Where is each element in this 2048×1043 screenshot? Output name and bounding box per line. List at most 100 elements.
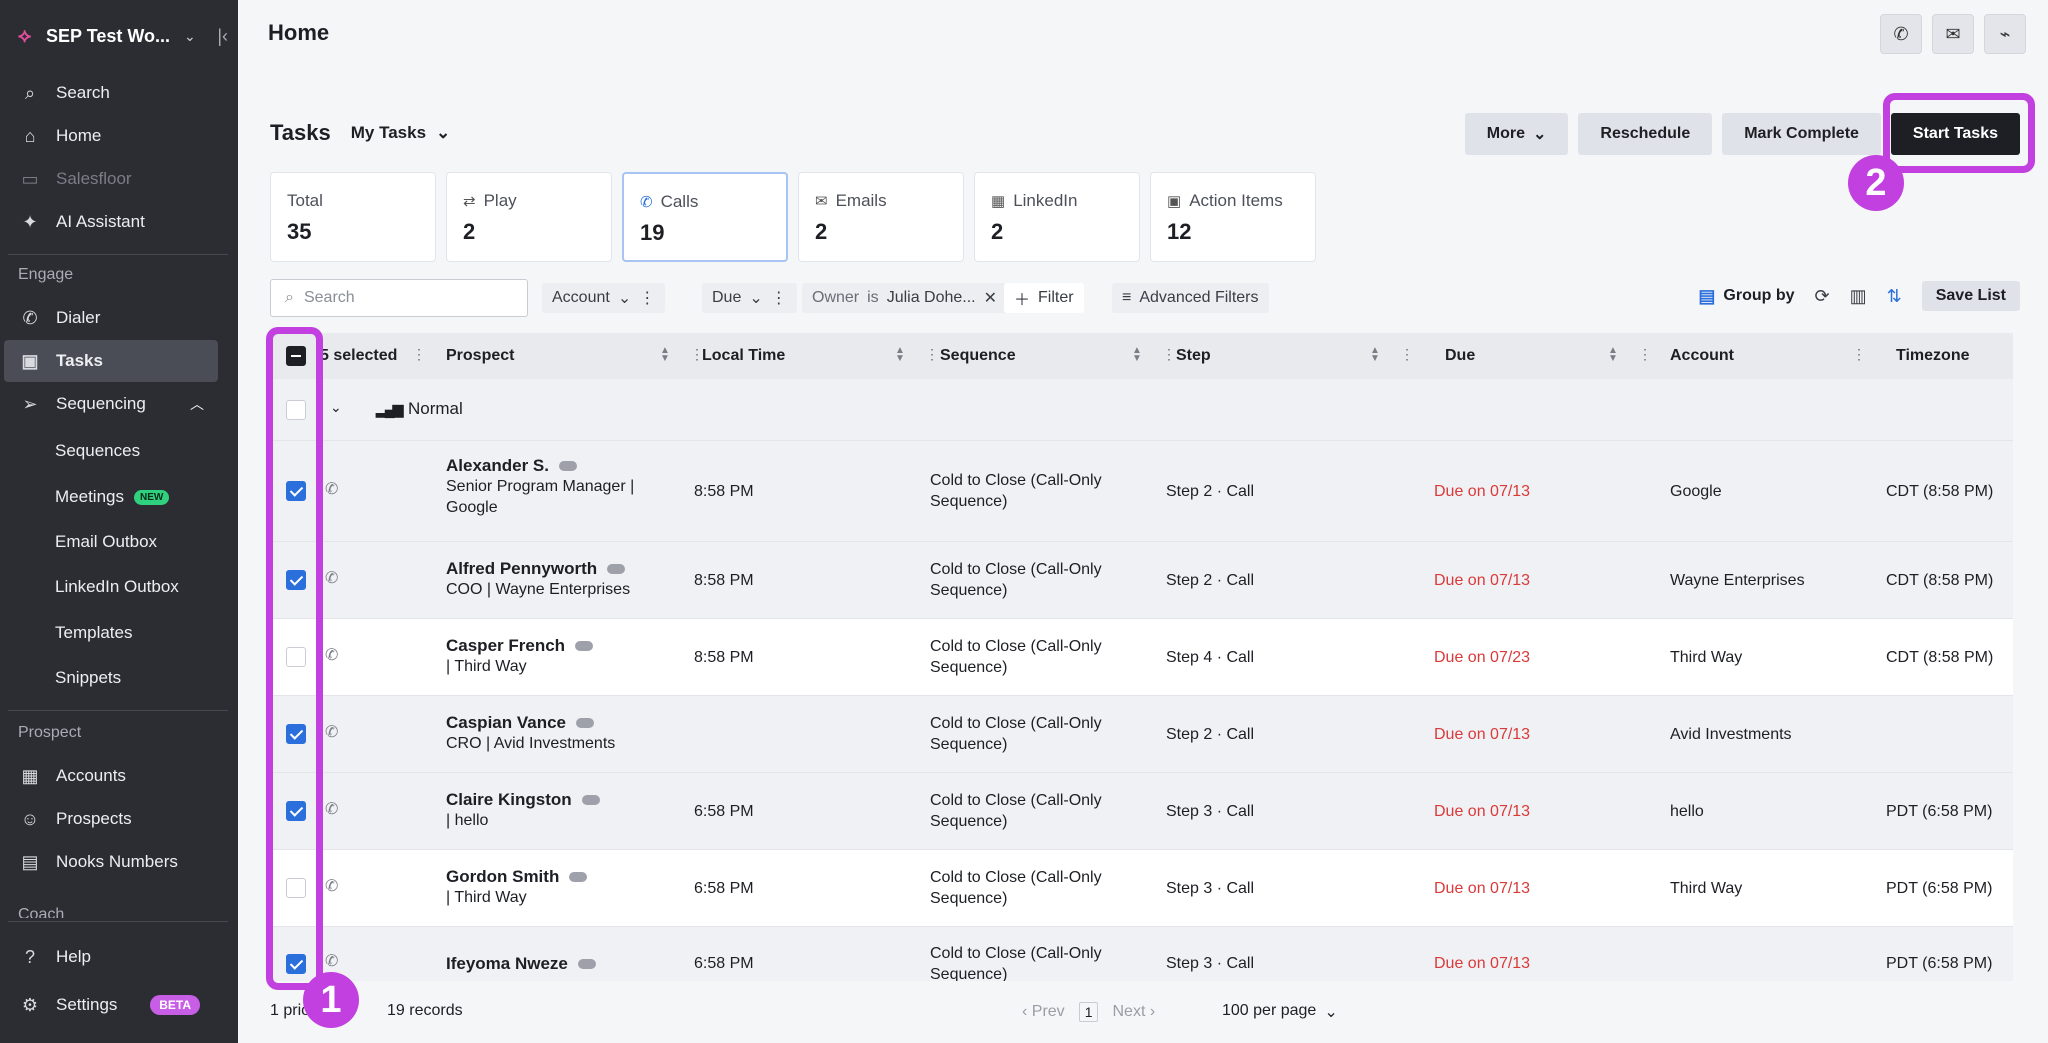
phone-icon[interactable]: ✆ (325, 647, 339, 664)
activity-icon[interactable]: ⌁ (1984, 14, 2026, 54)
column-header-step[interactable]: Step (1176, 347, 1211, 364)
row-checkbox[interactable] (286, 724, 306, 744)
sort-icon[interactable]: ▲ ▼ (895, 345, 905, 364)
prev-page-button[interactable]: ‹ Prev (1022, 1003, 1065, 1020)
sidebar-item-ai-assistant[interactable]: ✦ AI Assistant (4, 201, 218, 243)
stat-play[interactable]: ⇄ Play 2 (446, 172, 612, 262)
row-checkbox[interactable] (286, 481, 306, 501)
table-row[interactable]: ✆ Ifeyoma Nweze 6:58 PM Cold to Close (C… (270, 927, 2013, 981)
group-row-normal[interactable]: ⌄ ▂▄▆ Normal (270, 379, 2013, 441)
sidebar-item-settings[interactable]: ⚙ Settings BETA (4, 984, 218, 1026)
phone-icon[interactable]: ✆ (325, 953, 339, 970)
column-header-timezone[interactable]: Timezone (1896, 347, 1970, 364)
sidebar-item-meetings[interactable]: Meetings NEW (55, 482, 170, 512)
row-checkbox[interactable] (286, 647, 306, 667)
kebab-icon[interactable]: ⋮ (1162, 346, 1176, 362)
sidebar-item-sequencing[interactable]: ➢ Sequencing ︿ (4, 383, 218, 425)
table-row[interactable]: ✆ Alfred Pennyworth COO | Wayne Enterpri… (270, 542, 2013, 619)
column-header-due[interactable]: Due (1445, 347, 1476, 364)
my-tasks-dropdown[interactable]: My Tasks ⌄ (351, 123, 451, 143)
prospect-name[interactable]: Ifeyoma Nweze (446, 954, 568, 973)
stat-linkedin[interactable]: ▦ LinkedIn 2 (974, 172, 1140, 262)
column-header-account[interactable]: Account (1670, 347, 1734, 364)
prospect-name[interactable]: Casper French (446, 636, 566, 655)
account-filter[interactable]: Account ⌄ ⋮ (542, 283, 666, 313)
start-tasks-button[interactable]: Start Tasks (1890, 113, 2020, 155)
group-checkbox[interactable] (286, 400, 306, 420)
select-all-checkbox[interactable] (286, 346, 306, 366)
prospect-name[interactable]: Caspian Vance (446, 713, 567, 732)
sort-icon[interactable]: ▲ ▼ (1132, 345, 1142, 364)
row-checkbox[interactable] (286, 878, 306, 898)
sort-icon[interactable]: ▲ ▼ (1370, 345, 1380, 364)
kebab-icon[interactable]: ⋮ (412, 346, 426, 362)
stat-calls[interactable]: ✆ Calls 19 (622, 172, 788, 262)
more-button[interactable]: More ⌄ (1464, 113, 1569, 155)
mark-complete-button[interactable]: Mark Complete (1722, 113, 1881, 155)
phone-transfer-icon[interactable]: ✆ (1880, 14, 1922, 54)
kebab-icon[interactable]: ⋮ (1852, 346, 1866, 362)
next-page-button[interactable]: Next › (1112, 1003, 1156, 1020)
page-number[interactable]: 1 (1078, 1002, 1099, 1022)
sidebar-item-prospects[interactable]: ☺ Prospects (4, 798, 218, 840)
stat-action-items[interactable]: ▣ Action Items 12 (1150, 172, 1316, 262)
prospect-name[interactable]: Alexander S. (446, 456, 549, 475)
phone-icon[interactable]: ✆ (325, 801, 339, 818)
search-input[interactable]: ⌕ Search (270, 279, 528, 317)
sidebar-item-templates[interactable]: Templates (55, 623, 133, 642)
column-header-prospect[interactable]: Prospect (446, 347, 515, 364)
collapse-sidebar-icon[interactable]: |‹ (217, 26, 228, 46)
sidebar-item-email-outbox[interactable]: Email Outbox (55, 532, 158, 551)
chevron-down-icon[interactable]: ⌄ (330, 399, 342, 415)
kebab-icon[interactable]: ⋮ (1400, 346, 1414, 362)
row-checkbox[interactable] (286, 801, 306, 821)
advanced-filters-button[interactable]: ≡ Advanced Filters (1112, 283, 1269, 313)
table-row[interactable]: ✆ Gordon Smith | Third Way 6:58 PM Cold … (270, 850, 2013, 927)
reschedule-button[interactable]: Reschedule (1578, 113, 1713, 155)
column-header-sequence[interactable]: Sequence (940, 347, 1016, 364)
refresh-icon[interactable]: ⟳ (1814, 285, 1830, 306)
table-row[interactable]: ✆ Caspian Vance CRO | Avid Investments C… (270, 696, 2013, 773)
row-checkbox[interactable] (286, 570, 306, 590)
sidebar-item-linkedin-outbox[interactable]: LinkedIn Outbox (55, 577, 179, 596)
sidebar-item-search[interactable]: ⌕ Search (4, 72, 218, 114)
sort-icon[interactable]: ▲ ▼ (660, 345, 670, 364)
sidebar-item-nooks-numbers[interactable]: ▤ Nooks Numbers (4, 841, 218, 883)
kebab-icon[interactable]: ⋮ (925, 346, 939, 362)
phone-icon[interactable]: ✆ (325, 570, 339, 587)
phone-icon[interactable]: ✆ (325, 724, 339, 741)
save-list-button[interactable]: Save List (1921, 281, 2020, 311)
table-row[interactable]: ✆ Claire Kingston | hello 6:58 PM Cold t… (270, 773, 2013, 850)
kebab-icon[interactable]: ⋮ (690, 346, 704, 362)
columns-icon[interactable]: ▥ (1849, 285, 1867, 306)
sidebar-item-home[interactable]: ⌂ Home (4, 115, 218, 157)
add-filter-button[interactable]: ＋ Filter (1004, 283, 1084, 313)
sidebar-item-tasks[interactable]: ▣ Tasks (4, 340, 218, 382)
sidebar-item-dialer[interactable]: ✆ Dialer (4, 297, 218, 339)
close-icon[interactable]: ✕ (983, 290, 998, 307)
row-checkbox[interactable] (286, 954, 306, 974)
phone-icon[interactable]: ✆ (325, 481, 339, 498)
sidebar-item-sequences[interactable]: Sequences (55, 441, 141, 460)
table-row[interactable]: ✆ Alexander S. Senior Program Manager | … (270, 441, 2013, 542)
column-header-local-time[interactable]: Local Time (702, 347, 786, 364)
workspace-switcher[interactable]: ⟡ SEP Test Wo... ⌄ |‹ (18, 20, 228, 52)
prospect-name[interactable]: Alfred Pennyworth (446, 559, 598, 578)
kebab-icon[interactable]: ⋮ (1638, 346, 1652, 362)
sort-icon[interactable]: ⇅ (1886, 285, 1902, 306)
sidebar-item-snippets[interactable]: Snippets (55, 668, 122, 687)
sidebar-item-salesfloor[interactable]: ▭ Salesfloor (4, 158, 218, 200)
sort-icon[interactable]: ▲ ▼ (1608, 345, 1618, 364)
sidebar-item-help[interactable]: ? Help (4, 936, 218, 978)
owner-filter[interactable]: Owner is Julia Dohe... ✕ ⋮ (802, 283, 1032, 313)
phone-icon[interactable]: ✆ (325, 878, 339, 895)
sidebar-item-accounts[interactable]: ▦ Accounts (4, 755, 218, 797)
due-filter[interactable]: Due ⌄ ⋮ (702, 283, 797, 313)
prospect-name[interactable]: Claire Kingston (446, 790, 572, 809)
prospect-name[interactable]: Gordon Smith (446, 867, 560, 886)
stat-emails[interactable]: ✉ Emails 2 (798, 172, 964, 262)
group-by-button[interactable]: ▤ Group by (1698, 286, 1794, 307)
stat-total[interactable]: Total 35 (270, 172, 436, 262)
per-page-select[interactable]: 100 per page ⌄ (1222, 1002, 1338, 1022)
table-row[interactable]: ✆ Casper French | Third Way 8:58 PM Cold… (270, 619, 2013, 696)
